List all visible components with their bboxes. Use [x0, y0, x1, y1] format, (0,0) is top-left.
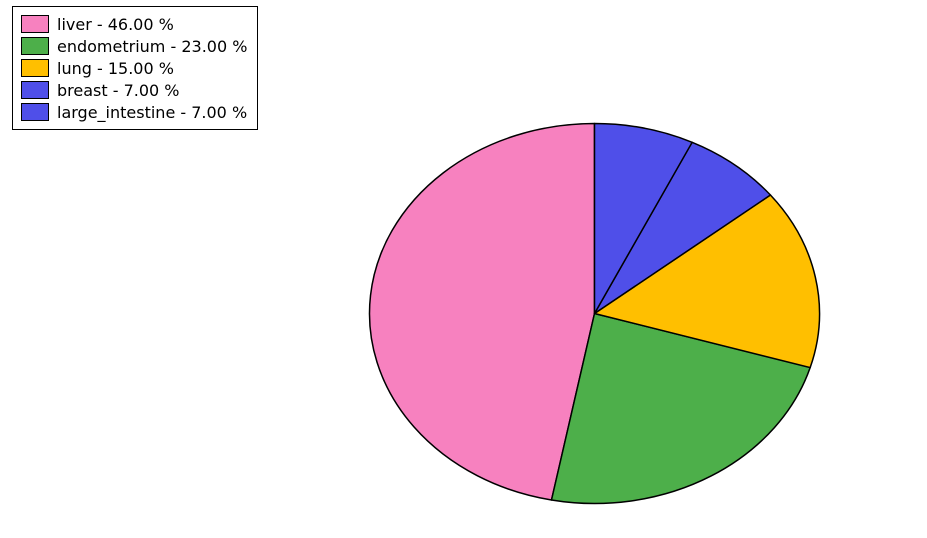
legend-label-liver: liver - 46.00 % [57, 15, 174, 34]
legend-label-endometrium: endometrium - 23.00 % [57, 37, 247, 56]
pie-slice-liver [369, 123, 594, 499]
legend-item-endometrium: endometrium - 23.00 % [21, 35, 247, 57]
legend-item-breast: breast - 7.00 % [21, 79, 247, 101]
legend-swatch-lung [21, 59, 49, 77]
legend-swatch-breast [21, 81, 49, 99]
legend-swatch-liver [21, 15, 49, 33]
legend-swatch-large_intestine [21, 103, 49, 121]
legend-label-lung: lung - 15.00 % [57, 59, 174, 78]
legend: liver - 46.00 % endometrium - 23.00 % lung… [12, 6, 258, 130]
legend-item-lung: lung - 15.00 % [21, 57, 247, 79]
legend-item-large_intestine: large_intestine - 7.00 % [21, 101, 247, 123]
legend-item-liver: liver - 46.00 % [21, 13, 247, 35]
pie-chart [366, 120, 823, 507]
chart-stage: { "chart": { "type": "pie", "background_… [0, 0, 927, 538]
legend-label-large_intestine: large_intestine - 7.00 % [57, 103, 247, 122]
legend-swatch-endometrium [21, 37, 49, 55]
legend-label-breast: breast - 7.00 % [57, 81, 180, 100]
